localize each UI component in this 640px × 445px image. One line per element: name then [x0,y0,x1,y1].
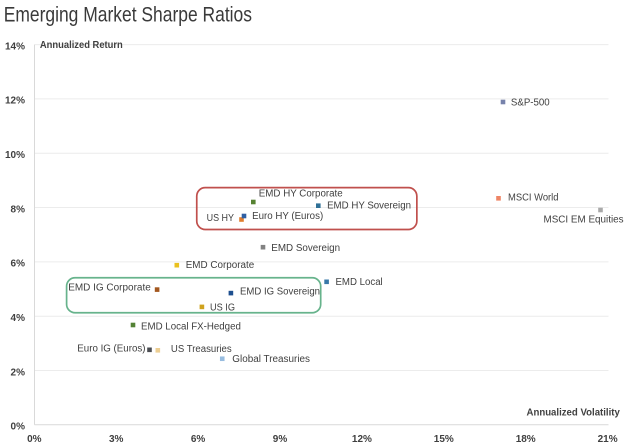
svg-text:Annualized Volatility: Annualized Volatility [527,408,621,419]
svg-text:15%: 15% [434,434,454,445]
svg-text:EMD IG Sovereign: EMD IG Sovereign [240,287,320,298]
svg-text:EMD HY Corporate: EMD HY Corporate [259,188,343,199]
svg-text:US HY: US HY [207,213,235,224]
svg-text:2%: 2% [11,367,26,378]
svg-text:US Treasuries: US Treasuries [171,344,232,355]
svg-text:0%: 0% [27,434,42,445]
svg-text:EMD Local FX-Hedged: EMD Local FX-Hedged [141,321,241,332]
svg-text:0%: 0% [11,422,26,433]
svg-text:Emerging Market Sharpe Ratios: Emerging Market Sharpe Ratios [4,3,252,27]
svg-text:3%: 3% [109,434,124,445]
svg-text:US IG: US IG [210,303,235,314]
svg-text:Global Treasuries: Global Treasuries [232,354,310,365]
svg-text:EMD Local: EMD Local [336,277,383,288]
svg-text:21%: 21% [598,434,618,445]
svg-text:4%: 4% [11,313,26,324]
svg-text:Annualized Return: Annualized Return [40,40,123,51]
svg-text:14%: 14% [5,41,25,52]
svg-text:S&P-500: S&P-500 [511,97,550,108]
svg-text:6%: 6% [191,434,206,445]
svg-text:8%: 8% [11,204,26,215]
svg-text:Euro HY (Euros): Euro HY (Euros) [252,211,323,222]
svg-text:6%: 6% [11,259,26,270]
svg-text:EMD IG Corporate: EMD IG Corporate [68,282,151,293]
svg-text:18%: 18% [516,434,536,445]
svg-text:EMD HY Sovereign: EMD HY Sovereign [327,201,411,212]
svg-text:MSCI World: MSCI World [508,193,559,204]
svg-text:MSCI EM Equities: MSCI EM Equities [544,214,624,225]
svg-text:12%: 12% [5,96,25,107]
svg-text:Euro IG (Euros): Euro IG (Euros) [77,344,145,355]
svg-text:EMD Corporate: EMD Corporate [186,260,255,271]
svg-text:10%: 10% [5,150,25,161]
svg-text:12%: 12% [352,434,372,445]
svg-text:EMD Sovereign: EMD Sovereign [271,243,340,254]
svg-text:9%: 9% [273,434,288,445]
